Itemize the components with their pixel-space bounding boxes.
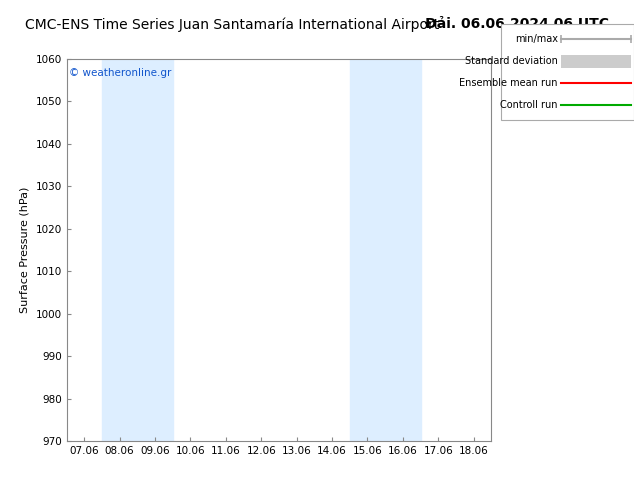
Text: min/max: min/max xyxy=(515,34,558,44)
Bar xyxy=(350,59,420,441)
Text: © weatheronline.gr: © weatheronline.gr xyxy=(68,69,171,78)
Text: Controll run: Controll run xyxy=(500,100,558,110)
Text: Đải. 06.06.2024 06 UTC: Đải. 06.06.2024 06 UTC xyxy=(425,17,609,31)
Text: CMC-ENS Time Series Juan Santamaría International Airport: CMC-ENS Time Series Juan Santamaría Inte… xyxy=(25,17,439,32)
Bar xyxy=(102,59,172,441)
Text: Ensemble mean run: Ensemble mean run xyxy=(460,78,558,88)
Y-axis label: Surface Pressure (hPa): Surface Pressure (hPa) xyxy=(20,187,30,313)
Text: Standard deviation: Standard deviation xyxy=(465,56,558,66)
